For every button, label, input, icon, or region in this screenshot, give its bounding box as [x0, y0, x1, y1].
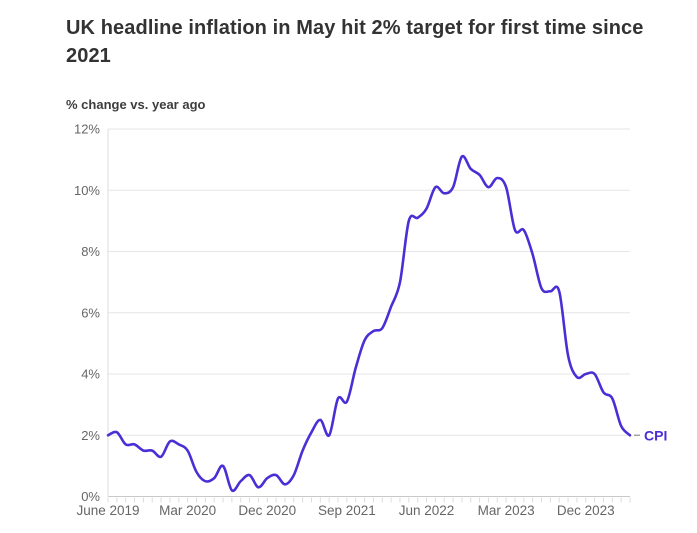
chart-subtitle: % change vs. year ago	[66, 97, 206, 112]
x-axis-label: Jun 2022	[399, 503, 455, 518]
chart-title: UK headline inflation in May hit 2% targ…	[66, 17, 644, 67]
y-axis-label: 0%	[81, 489, 100, 504]
x-axis-label: Sep 2021	[318, 503, 376, 518]
cpi-line-label: CPI	[644, 427, 667, 443]
x-axis-label: Dec 2023	[557, 503, 615, 518]
y-axis-label: 10%	[74, 183, 100, 198]
y-axis-label: 8%	[81, 244, 100, 259]
y-axis-label: 2%	[81, 428, 100, 443]
x-axis-label: Mar 2023	[478, 503, 535, 518]
y-axis-label: 4%	[81, 367, 100, 382]
y-axis-label: 6%	[81, 305, 100, 320]
cpi-line	[106, 154, 632, 493]
x-axis-label: Dec 2020	[238, 503, 296, 518]
y-axis-label: 12%	[74, 122, 100, 137]
x-axis-label: Mar 2020	[159, 503, 216, 518]
x-axis-label: June 2019	[76, 503, 139, 518]
